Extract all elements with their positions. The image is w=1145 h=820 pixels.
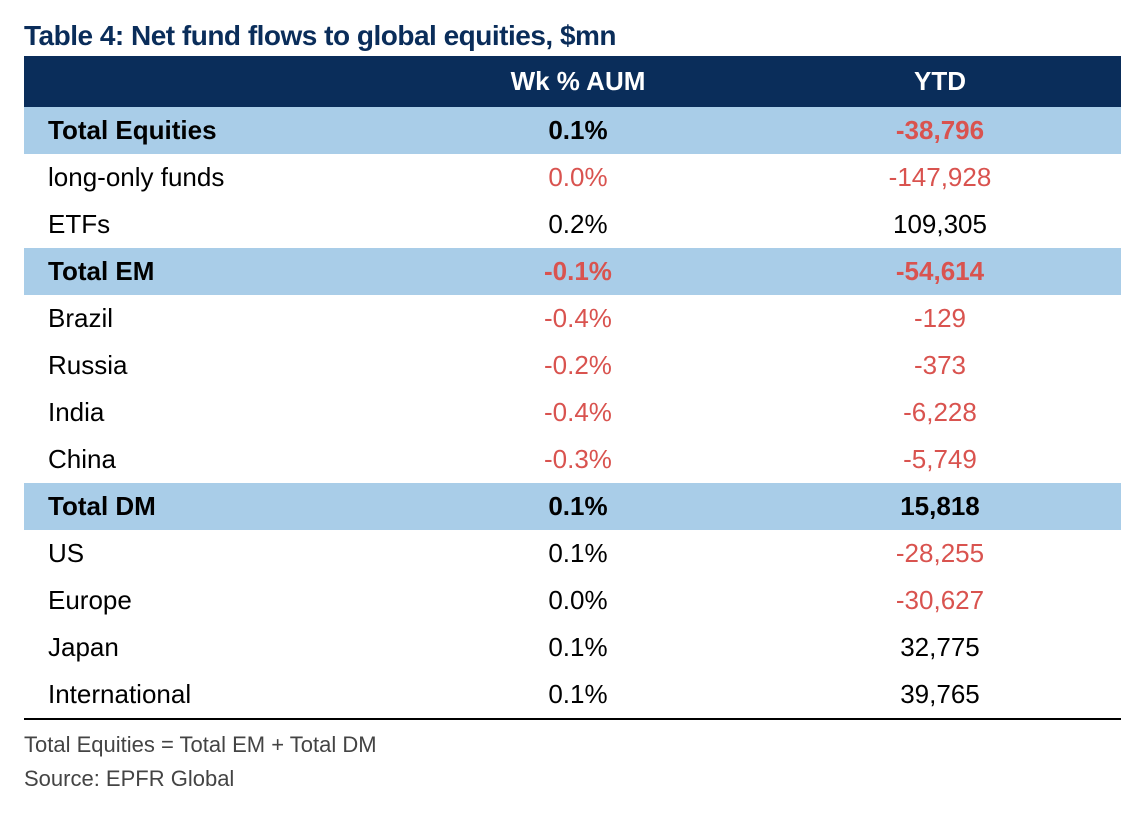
row-wk-aum: -0.4%	[397, 389, 759, 436]
row-ytd: -30,627	[759, 577, 1121, 624]
table-row: China-0.3%-5,749	[24, 436, 1121, 483]
row-label: Europe	[24, 577, 397, 624]
row-ytd: -6,228	[759, 389, 1121, 436]
row-label: Total EM	[24, 248, 397, 295]
row-wk-aum: 0.0%	[397, 154, 759, 201]
row-wk-aum: 0.1%	[397, 624, 759, 671]
row-ytd: 15,818	[759, 483, 1121, 530]
row-label: India	[24, 389, 397, 436]
table-body: Total Equities0.1%-38,796long-only funds…	[24, 107, 1121, 718]
col-header-ytd: YTD	[759, 56, 1121, 107]
table-row: Japan0.1%32,775	[24, 624, 1121, 671]
row-wk-aum: -0.1%	[397, 248, 759, 295]
row-ytd: -5,749	[759, 436, 1121, 483]
row-ytd: 32,775	[759, 624, 1121, 671]
table-row: ETFs0.2%109,305	[24, 201, 1121, 248]
row-ytd: 39,765	[759, 671, 1121, 718]
row-label: US	[24, 530, 397, 577]
row-wk-aum: 0.0%	[397, 577, 759, 624]
table-row: Russia-0.2%-373	[24, 342, 1121, 389]
row-ytd: -373	[759, 342, 1121, 389]
fund-flows-table: Wk % AUM YTD Total Equities0.1%-38,796lo…	[24, 56, 1121, 718]
table-row: long-only funds0.0%-147,928	[24, 154, 1121, 201]
row-ytd: -38,796	[759, 107, 1121, 154]
table-title: Table 4: Net fund flows to global equiti…	[24, 20, 1121, 52]
row-label: Brazil	[24, 295, 397, 342]
row-ytd: -54,614	[759, 248, 1121, 295]
row-label: Russia	[24, 342, 397, 389]
table-row: India-0.4%-6,228	[24, 389, 1121, 436]
row-wk-aum: -0.4%	[397, 295, 759, 342]
row-ytd: -147,928	[759, 154, 1121, 201]
col-header-empty	[24, 56, 397, 107]
row-wk-aum: 0.1%	[397, 483, 759, 530]
table-row: International0.1%39,765	[24, 671, 1121, 718]
row-wk-aum: -0.2%	[397, 342, 759, 389]
table-row: Brazil-0.4%-129	[24, 295, 1121, 342]
col-header-wk-aum: Wk % AUM	[397, 56, 759, 107]
row-label: International	[24, 671, 397, 718]
row-label: China	[24, 436, 397, 483]
row-label: Japan	[24, 624, 397, 671]
row-wk-aum: 0.1%	[397, 671, 759, 718]
row-label: long-only funds	[24, 154, 397, 201]
row-ytd: -28,255	[759, 530, 1121, 577]
table-row: Total DM0.1%15,818	[24, 483, 1121, 530]
table-row: Total Equities0.1%-38,796	[24, 107, 1121, 154]
row-wk-aum: 0.2%	[397, 201, 759, 248]
row-ytd: -129	[759, 295, 1121, 342]
footer-source: Source: EPFR Global	[24, 766, 1121, 792]
row-label: ETFs	[24, 201, 397, 248]
table-row: US0.1%-28,255	[24, 530, 1121, 577]
row-wk-aum: -0.3%	[397, 436, 759, 483]
table-footer: Total Equities = Total EM + Total DM Sou…	[24, 718, 1121, 792]
footer-note: Total Equities = Total EM + Total DM	[24, 732, 1121, 758]
row-label: Total Equities	[24, 107, 397, 154]
row-wk-aum: 0.1%	[397, 107, 759, 154]
table-row: Europe0.0%-30,627	[24, 577, 1121, 624]
table-row: Total EM-0.1%-54,614	[24, 248, 1121, 295]
row-label: Total DM	[24, 483, 397, 530]
table-header-row: Wk % AUM YTD	[24, 56, 1121, 107]
row-ytd: 109,305	[759, 201, 1121, 248]
row-wk-aum: 0.1%	[397, 530, 759, 577]
